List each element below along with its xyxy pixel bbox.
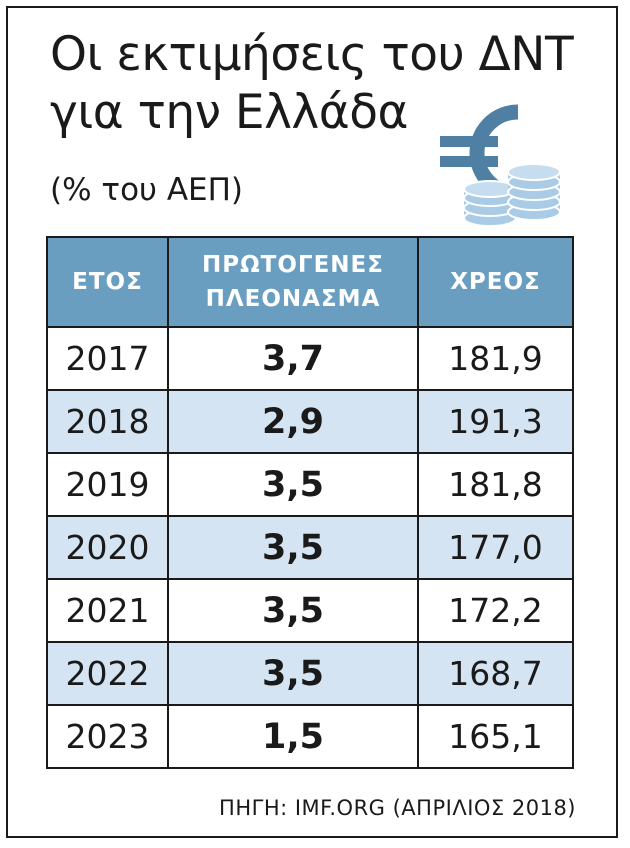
cell-primary-surplus: 3,5 xyxy=(167,578,419,643)
coin-stack-right xyxy=(507,163,561,221)
cell-debt: 165,1 xyxy=(417,704,574,769)
cell-primary-surplus: 3,5 xyxy=(167,641,419,706)
euro-bar-bottom xyxy=(440,156,498,167)
cell-primary-surplus: 2,9 xyxy=(167,389,419,454)
title-line-2: για την Ελλάδα xyxy=(50,85,408,140)
table-row: 2018 2,9 191,3 xyxy=(46,389,574,454)
euro-bar-top xyxy=(440,136,498,147)
header-year: ΕΤΟΣ xyxy=(46,236,169,328)
source-note: ΠΗΓΗ: IMF.ORG (ΑΠΡΙΛΙΟΣ 2018) xyxy=(219,796,576,820)
table-row: 2021 3,5 172,2 xyxy=(46,578,574,643)
cell-year: 2019 xyxy=(46,452,169,517)
table-row: 2020 3,5 177,0 xyxy=(46,515,574,580)
cell-debt: 181,9 xyxy=(417,326,574,391)
cell-year: 2020 xyxy=(46,515,169,580)
cell-debt: 172,2 xyxy=(417,578,574,643)
cell-primary-surplus: 3,5 xyxy=(167,452,419,517)
cell-debt: 191,3 xyxy=(417,389,574,454)
cell-year: 2017 xyxy=(46,326,169,391)
infographic-frame xyxy=(6,6,618,838)
cell-year: 2021 xyxy=(46,578,169,643)
imf-estimates-table: ΕΤΟΣ ΠΡΩΤΟΓΕΝΕΣ ΠΛΕΟΝΑΣΜΑ ΧΡΕΟΣ 2017 3,7… xyxy=(46,236,574,769)
header-primary-surplus: ΠΡΩΤΟΓΕΝΕΣ ΠΛΕΟΝΑΣΜΑ xyxy=(167,236,419,328)
cell-primary-surplus: 3,7 xyxy=(167,326,419,391)
cell-debt: 181,8 xyxy=(417,452,574,517)
table-row: 2022 3,5 168,7 xyxy=(46,641,574,706)
cell-debt: 168,7 xyxy=(417,641,574,706)
header-primary-line-2: ΠΛΕΟΝΑΣΜΑ xyxy=(205,286,381,312)
cell-debt: 177,0 xyxy=(417,515,574,580)
euro-coins-icon xyxy=(440,104,561,227)
header-primary-line-1: ΠΡΩΤΟΓΕΝΕΣ xyxy=(202,252,384,278)
table-row: 2019 3,5 181,8 xyxy=(46,452,574,517)
cell-primary-surplus: 1,5 xyxy=(167,704,419,769)
header-debt: ΧΡΕΟΣ xyxy=(417,236,574,328)
table-header-row: ΕΤΟΣ ΠΡΩΤΟΓΕΝΕΣ ΠΛΕΟΝΑΣΜΑ ΧΡΕΟΣ xyxy=(46,236,574,328)
cell-year: 2022 xyxy=(46,641,169,706)
table-row: 2017 3,7 181,9 xyxy=(46,326,574,391)
chart-subtitle: (% του ΑΕΠ) xyxy=(50,172,244,208)
table-row: 2023 1,5 165,1 xyxy=(46,704,574,769)
title-line-1: Οι εκτιμήσεις του ΔΝΤ xyxy=(50,27,574,82)
chart-title: Οι εκτιμήσεις του ΔΝΤ για την Ελλάδα xyxy=(50,26,574,142)
cell-year: 2018 xyxy=(46,389,169,454)
cell-year: 2023 xyxy=(46,704,169,769)
cell-primary-surplus: 3,5 xyxy=(167,515,419,580)
